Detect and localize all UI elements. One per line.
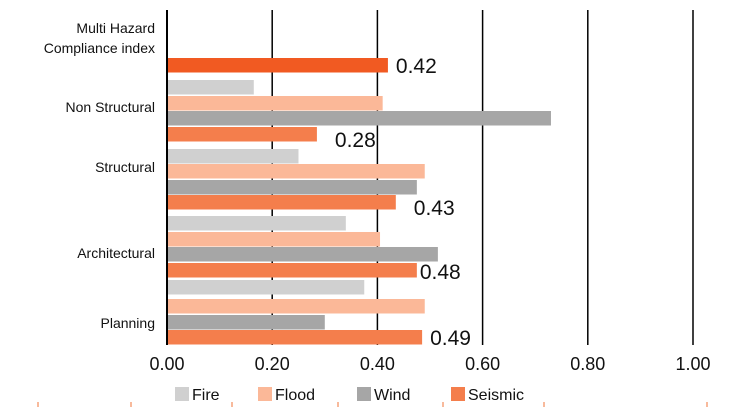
value-label: 0.42 (396, 55, 437, 78)
bar-flood (168, 299, 425, 314)
bar-flood (168, 164, 425, 179)
value-label: 0.43 (414, 197, 455, 220)
legend-swatch-fire (175, 387, 189, 401)
bottom-edge-marks (37, 402, 708, 407)
bar-seismic (168, 127, 317, 142)
x-tick-label: 0.60 (465, 354, 500, 374)
legend-label: Flood (275, 387, 315, 404)
category-label: Non Structural (66, 99, 155, 115)
legend: Fire Flood Wind Seismic (175, 387, 524, 404)
bar-seismic (168, 58, 388, 73)
category-label: Architectural (77, 245, 155, 261)
legend-swatch-wind (357, 387, 371, 401)
legend-swatch-seismic (451, 387, 465, 401)
legend-swatch-flood (258, 387, 272, 401)
bar-flood (168, 232, 381, 247)
legend-label: Seismic (468, 387, 524, 404)
bar-wind (168, 111, 551, 126)
bar-fire (168, 80, 254, 95)
category-label: Compliance index (44, 40, 155, 56)
legend-label: Fire (192, 387, 220, 404)
bar-fire (168, 149, 299, 164)
value-label: 0.48 (420, 261, 461, 284)
bar-flood (168, 96, 383, 111)
bar-seismic (168, 330, 423, 345)
x-tick-label: 1.00 (675, 354, 710, 374)
bar-wind (168, 247, 438, 262)
category-label: Planning (101, 315, 156, 331)
x-tick-label: 0.80 (570, 354, 605, 374)
bars (168, 58, 551, 345)
category-labels: Multi Hazard Compliance index Non Structur… (44, 20, 155, 331)
legend-label: Wind (374, 387, 410, 404)
x-tick-label: 0.00 (149, 354, 184, 374)
bar-fire (168, 216, 346, 231)
bar-seismic (168, 195, 396, 210)
bar-wind (168, 180, 417, 195)
category-label: Multi Hazard (76, 20, 155, 36)
x-axis-ticks: 0.00 0.20 0.40 0.60 0.80 1.00 (149, 354, 710, 374)
value-labels: 0.42 0.28 0.43 0.48 0.49 (335, 55, 471, 350)
bar-seismic (168, 263, 417, 278)
value-label: 0.49 (430, 327, 471, 350)
x-tick-label: 0.40 (360, 354, 395, 374)
bar-wind (168, 315, 325, 330)
category-label: Structural (95, 159, 155, 175)
value-label: 0.28 (335, 129, 376, 152)
x-tick-label: 0.20 (255, 354, 290, 374)
bar-fire (168, 280, 365, 295)
